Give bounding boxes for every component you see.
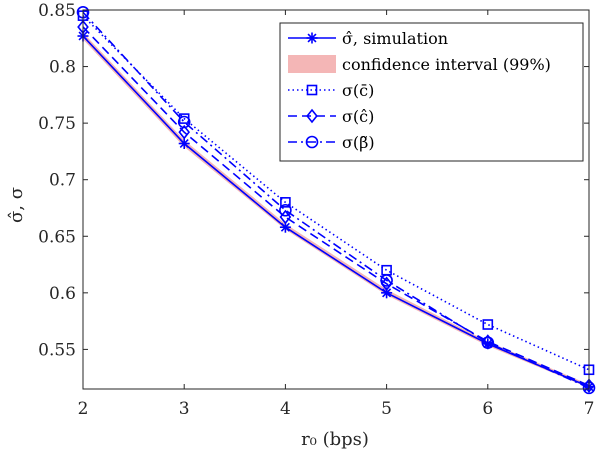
y-tick-label-1: 0.6 [49,284,76,304]
series-line-2 [82,26,590,387]
legend: σ̂, simulation confidence interval (99%) σ… [279,22,584,162]
y-tick-label-4: 0.75 [38,114,76,134]
data-point-s1-2 [280,197,291,208]
y-tick-label-0: 0.55 [38,340,76,360]
data-point-s3-3 [380,274,393,287]
plot-frame [82,9,590,390]
x-tick-label-2: 4 [280,399,291,419]
series-lines-layer [82,11,590,389]
data-point-s2-1 [178,124,191,140]
legend-label-2: σ(c̄) [342,81,374,100]
y-tick-label-2: 0.65 [38,227,76,247]
legend-swatch-confidence-band [288,55,336,73]
series-line-3 [82,11,590,389]
data-point-s3-4 [481,336,495,349]
x-axis-label: r₀ (bps) [301,429,369,450]
series-line-0 [82,35,590,388]
legend-marker-2 [306,84,318,96]
data-point-s3-1 [177,115,191,129]
x-tick-label-1: 3 [179,399,190,419]
data-point-s1-3 [381,264,392,276]
legend-box [279,22,584,162]
legend-label-confidence-band: confidence interval (99%) [342,55,551,74]
legend-marker-0 [306,32,318,44]
legend-label-3: σ(ĉ) [342,107,374,126]
y-tick-label-6: 0.85 [38,1,76,21]
tick-labels: 2 3 4 5 6 7 0.55 0.6 0.65 0.7 0.75 0.8 0.85 [38,1,594,419]
axes [82,9,590,390]
y-tick-label-3: 0.7 [49,171,76,191]
x-tick-label-0: 2 [78,399,89,419]
data-point-s0-1 [178,137,190,149]
data-point-s1-4 [482,319,494,330]
legend-label-0: σ̂, simulation [342,29,448,48]
legend-label-4: σ(β̃) [342,133,375,152]
legend-marker-3 [306,108,318,124]
x-tick-label-5: 7 [584,399,595,419]
x-tick-label-4: 6 [482,399,493,419]
data-point-s2-3 [380,276,393,292]
legend-marker-4 [305,135,319,149]
data-point-s0-3 [381,287,393,299]
data-point-s3-2 [279,203,292,217]
y-axis-label: σ̂, σ [6,187,27,223]
y-tick-label-5: 0.8 [49,58,76,78]
x-tick-label-3: 5 [381,399,392,419]
